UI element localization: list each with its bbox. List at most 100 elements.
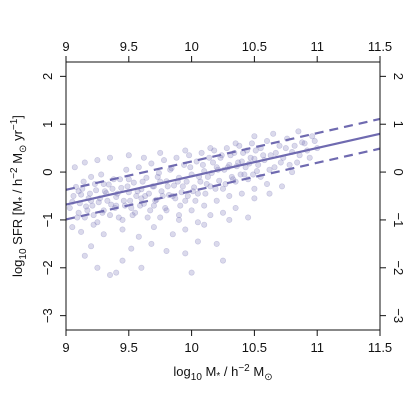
y-axis-label: log10 SFR [M* / h−2 M⊙ yr−1] xyxy=(9,115,29,277)
data-point xyxy=(150,224,157,231)
data-point xyxy=(163,207,170,214)
data-point xyxy=(90,221,97,228)
data-point xyxy=(169,231,176,238)
y-tick-label-right: −3 xyxy=(391,308,406,323)
data-point xyxy=(177,202,184,209)
data-point xyxy=(101,188,108,195)
data-point xyxy=(100,231,107,238)
data-point xyxy=(142,193,149,200)
data-point xyxy=(130,179,137,186)
x-tick-label-top: 11.5 xyxy=(368,39,392,54)
data-point xyxy=(173,154,180,161)
lower-scatter-line xyxy=(65,147,381,221)
x-tick-label-top: 11 xyxy=(310,39,324,54)
fit-line xyxy=(65,132,381,206)
x-tick-label-bottom: 9.5 xyxy=(120,340,138,355)
data-point xyxy=(309,133,316,140)
data-point xyxy=(88,243,95,250)
x-tick-label-bottom: 10.5 xyxy=(242,340,267,355)
data-point xyxy=(220,209,227,216)
x-tick-label-top: 9 xyxy=(62,39,69,54)
data-point xyxy=(94,264,101,271)
y-tick-label-right: 1 xyxy=(391,121,406,128)
data-point xyxy=(119,216,126,223)
data-point xyxy=(301,140,308,147)
x-tick-label-bottom: 10 xyxy=(184,340,198,355)
data-point xyxy=(270,130,277,137)
data-point xyxy=(232,140,239,147)
data-point xyxy=(236,142,243,149)
data-point xyxy=(199,161,206,168)
data-point xyxy=(154,173,161,180)
data-point xyxy=(220,257,227,264)
data-point xyxy=(86,190,93,197)
data-point xyxy=(138,264,145,271)
x-axis-label: log10 M* / h−2 M⊙ xyxy=(173,363,272,383)
data-point xyxy=(182,226,189,233)
data-point xyxy=(98,171,105,178)
data-point xyxy=(123,166,130,173)
data-point xyxy=(202,190,209,197)
data-point xyxy=(135,164,142,171)
data-point xyxy=(248,140,255,147)
data-point xyxy=(241,171,248,178)
data-point xyxy=(286,161,293,168)
data-point xyxy=(176,212,183,219)
data-point xyxy=(147,207,154,214)
data-point xyxy=(125,176,132,183)
data-point xyxy=(247,154,254,161)
data-point xyxy=(211,147,218,154)
data-point xyxy=(127,197,134,204)
data-point xyxy=(120,197,127,204)
data-point xyxy=(71,164,78,171)
data-point xyxy=(164,183,171,190)
data-point xyxy=(299,139,306,146)
data-point xyxy=(84,207,91,214)
data-point xyxy=(220,185,227,192)
data-point xyxy=(158,188,165,195)
data-point xyxy=(198,149,205,156)
data-point xyxy=(90,212,97,219)
data-point xyxy=(272,149,279,156)
y-tick-label-right: 0 xyxy=(391,168,406,175)
data-point xyxy=(194,190,201,197)
data-point xyxy=(66,205,73,212)
y-tick-label-left: 1 xyxy=(40,121,55,128)
data-point xyxy=(93,187,100,194)
data-point xyxy=(139,178,146,185)
data-point xyxy=(182,147,189,154)
y-tick-label-left: 2 xyxy=(40,73,55,80)
data-point xyxy=(107,154,114,161)
data-point xyxy=(167,166,174,173)
y-tick-label-left: 0 xyxy=(40,168,55,175)
data-point xyxy=(118,184,125,191)
data-point xyxy=(238,190,245,197)
x-tick-label-bottom: 11 xyxy=(310,340,324,355)
data-point xyxy=(81,159,88,166)
data-point xyxy=(184,193,191,200)
data-point xyxy=(104,197,111,204)
data-point xyxy=(108,201,115,208)
data-point xyxy=(95,199,102,206)
data-point xyxy=(155,170,162,177)
data-point xyxy=(260,152,267,159)
x-tick-label-top: 9.5 xyxy=(120,39,138,54)
data-point xyxy=(213,197,220,204)
data-point xyxy=(125,152,132,159)
data-point xyxy=(124,183,131,190)
data-point xyxy=(197,178,204,185)
data-point xyxy=(107,271,114,278)
data-point xyxy=(276,142,283,149)
data-point xyxy=(206,154,213,161)
data-point xyxy=(226,193,233,200)
data-point xyxy=(148,240,155,247)
data-point xyxy=(88,173,95,180)
data-point xyxy=(78,228,85,235)
data-point xyxy=(271,164,278,171)
data-point xyxy=(75,188,82,195)
data-point xyxy=(157,149,164,156)
data-point xyxy=(210,159,217,166)
data-point xyxy=(94,157,101,164)
x-tick-label-top: 10.5 xyxy=(242,39,267,54)
